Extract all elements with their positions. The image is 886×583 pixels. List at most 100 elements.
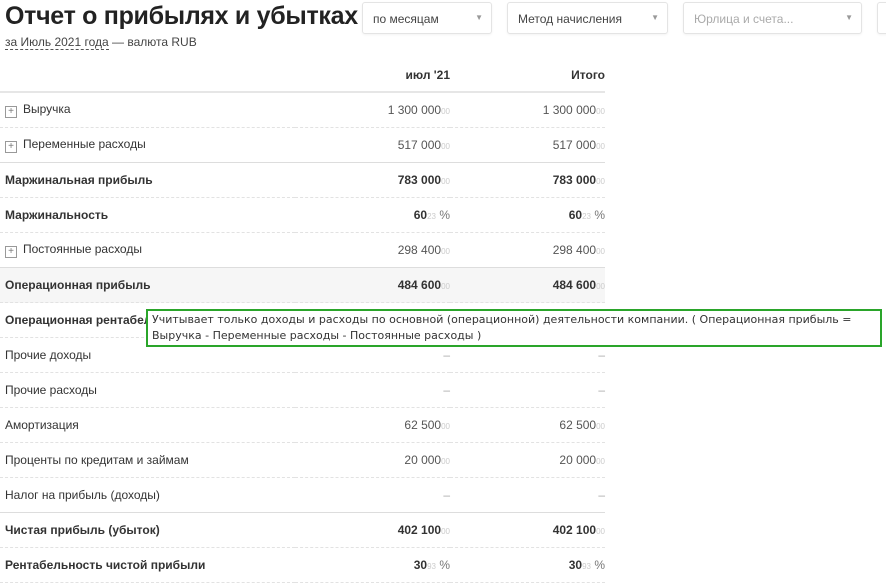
row-label-text: Выручка	[23, 102, 71, 116]
row-label-text: Рентабельность чистой прибыли	[5, 558, 206, 572]
chevron-down-icon: ▼	[845, 13, 853, 22]
row-label: Прочие расходы	[0, 372, 295, 408]
row-label: Налог на прибыль (доходы)	[0, 477, 295, 513]
empty-value: –	[443, 348, 450, 362]
amount-decimals: 00	[596, 282, 605, 291]
expand-icon[interactable]: +	[5, 106, 17, 118]
value-total: 6023 %	[450, 197, 605, 233]
table-row[interactable]: + Выручка 1 300 00000 1 300 00000	[0, 92, 605, 128]
amount-decimals: 00	[441, 527, 450, 536]
value-total: 783 00000	[450, 162, 605, 198]
amount-decimals: 00	[441, 177, 450, 186]
amount-decimals: 00	[596, 177, 605, 186]
expand-icon[interactable]: +	[5, 246, 17, 258]
table-row[interactable]: + Постоянные расходы 298 40000 298 40000	[0, 232, 605, 268]
grouping-value: по месяцам	[373, 12, 439, 26]
amount-decimals: 00	[596, 527, 605, 536]
amount-decimals: 23	[582, 212, 591, 221]
chevron-down-icon: ▼	[651, 13, 659, 22]
value-total: 517 00000	[450, 127, 605, 163]
table-row: Маржинальность 6023 % 6023 %	[0, 197, 605, 233]
amount: 517 000	[397, 138, 442, 152]
value-month: 6023 %	[295, 197, 450, 233]
amount: 20 000	[404, 453, 442, 467]
empty-value: –	[598, 348, 605, 362]
row-label-text: Прочие расходы	[5, 383, 97, 397]
row-label: Проценты по кредитам и займам	[0, 442, 295, 478]
subtitle: за Июль 2021 года — валюта RUB	[5, 35, 197, 50]
period-picker[interactable]: за Июль 2021 года	[5, 35, 109, 50]
amount-decimals: 00	[596, 457, 605, 466]
amount: 298 400	[397, 243, 442, 257]
amount: 517 000	[552, 138, 597, 152]
amount: 484 600	[552, 278, 597, 292]
method-select[interactable]: Метод начисления ▼	[507, 2, 668, 34]
empty-value: –	[443, 383, 450, 397]
amount: 298 400	[552, 243, 597, 257]
row-label-text: Маржинальная прибыль	[5, 173, 153, 187]
entities-select[interactable]: Юрлица и счета... ▼	[683, 2, 862, 34]
row-label-text: Прочие доходы	[5, 348, 92, 362]
row-label: + Переменные расходы	[0, 127, 295, 163]
percent-sign: %	[439, 558, 450, 572]
amount: 402 100	[397, 523, 442, 537]
col-label	[0, 58, 295, 93]
amount: 1 300 000	[387, 103, 442, 117]
amount: 484 600	[397, 278, 442, 292]
row-label-text: Налог на прибыль (доходы)	[5, 488, 160, 502]
value-total: 402 10000	[450, 512, 605, 548]
value-month: 1 300 00000	[295, 92, 450, 128]
amount: 62 500	[404, 418, 442, 432]
amount: 60	[568, 208, 583, 222]
amount-decimals: 00	[596, 247, 605, 256]
value-total: 62 50000	[450, 407, 605, 443]
value-month: 402 10000	[295, 512, 450, 548]
amount-decimals: 00	[596, 142, 605, 151]
currency-label: — валюта RUB	[112, 35, 197, 49]
table-row: Амортизация 62 50000 62 50000	[0, 407, 605, 443]
row-label: Маржинальная прибыль	[0, 162, 295, 198]
chevron-down-icon: ▼	[475, 13, 483, 22]
pnl-table: июл '21 Итого + Выручка 1 300 00000 1 300 0…	[0, 58, 605, 583]
value-month: 484 60000	[295, 267, 450, 303]
value-total: 298 40000	[450, 232, 605, 268]
value-month: 783 00000	[295, 162, 450, 198]
value-total: 3093 %	[450, 547, 605, 583]
table-row: Маржинальная прибыль 783 00000 783 00000	[0, 162, 605, 198]
amount-decimals: 00	[441, 142, 450, 151]
amount-decimals: 00	[441, 247, 450, 256]
row-label-text: Проценты по кредитам и займам	[5, 453, 189, 467]
value-month: 3093 %	[295, 547, 450, 583]
method-value: Метод начисления	[518, 12, 623, 26]
value-month: –	[295, 477, 450, 513]
percent-sign: %	[594, 558, 605, 572]
amount: 402 100	[552, 523, 597, 537]
amount: 60	[413, 208, 428, 222]
amount: 20 000	[559, 453, 597, 467]
row-label: + Постоянные расходы	[0, 232, 295, 268]
row-label: + Выручка	[0, 92, 295, 128]
amount: 783 000	[397, 173, 442, 187]
percent-sign: %	[439, 208, 450, 222]
expand-icon[interactable]: +	[5, 141, 17, 153]
row-label-text: Переменные расходы	[23, 137, 146, 151]
value-total: 484 60000	[450, 267, 605, 303]
value-month: –	[295, 372, 450, 408]
row-label-text: Маржинальность	[5, 208, 109, 222]
amount: 1 300 000	[542, 103, 597, 117]
amount-decimals: 93	[427, 562, 436, 571]
extra-select[interactable]	[877, 2, 886, 34]
value-total: –	[450, 477, 605, 513]
amount-decimals: 23	[427, 212, 436, 221]
value-total: 1 300 00000	[450, 92, 605, 128]
table-row: Прочие доходы – –	[0, 337, 605, 373]
value-month: 62 50000	[295, 407, 450, 443]
table-row[interactable]: + Переменные расходы 517 00000 517 00000	[0, 127, 605, 163]
table-row: Операционная прибыль 484 60000 484 60000	[0, 267, 605, 303]
row-label-text: Операционная прибыль	[5, 278, 151, 292]
empty-value: –	[443, 488, 450, 502]
row-label-text: Чистая прибыль (убыток)	[5, 523, 160, 537]
row-label: Рентабельность чистой прибыли	[0, 547, 295, 583]
grouping-select[interactable]: по месяцам ▼	[362, 2, 492, 34]
percent-sign: %	[594, 208, 605, 222]
